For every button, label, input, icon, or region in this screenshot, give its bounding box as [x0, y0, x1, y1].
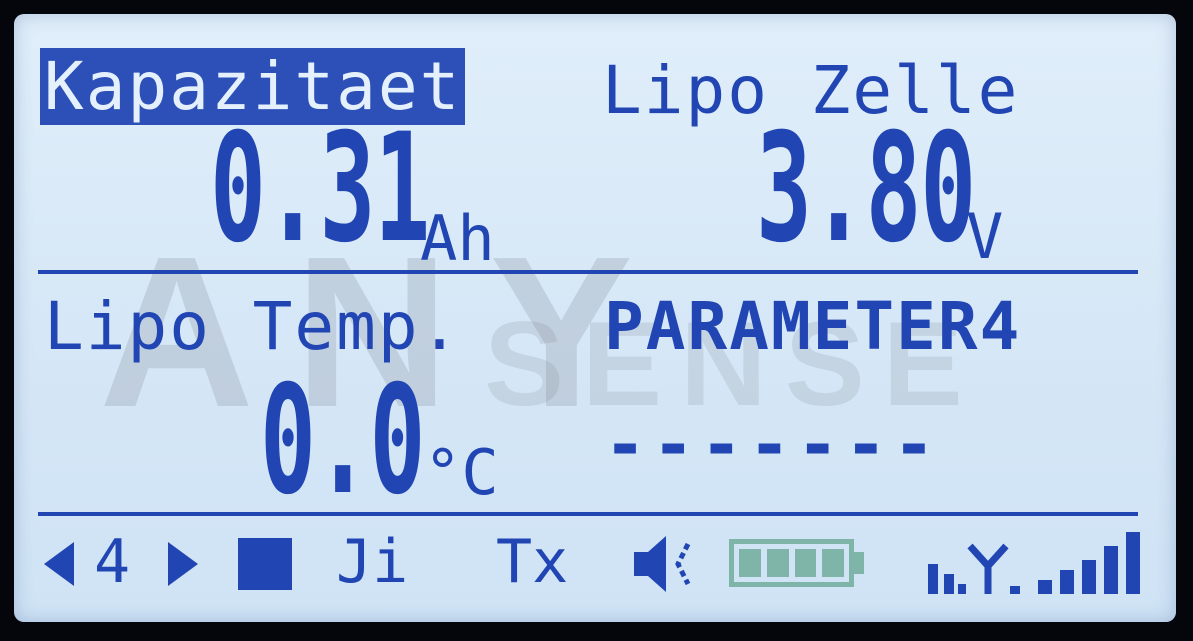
capacity-label-text: Kapazitaet: [40, 48, 466, 125]
battery-cell: [766, 549, 789, 577]
cell-voltage-label: Lipo Zelle: [602, 52, 1020, 129]
capacity-label: Kapazitaet: [40, 48, 466, 125]
parameter4-label: PARAMETER4: [604, 288, 1022, 365]
arrow-left-icon[interactable]: [38, 538, 78, 590]
stop-square-icon[interactable]: [236, 536, 296, 592]
divider-bottom: [38, 512, 1138, 516]
signal-bars-icon: [1038, 532, 1140, 594]
tx-label: Tx: [496, 527, 569, 597]
mode-label: Ji: [336, 527, 409, 597]
battery-tip: [854, 552, 864, 574]
cell-voltage-unit: V: [966, 200, 1004, 273]
lcd-screen: ANY SENSE Kapazitaet 0.31 Ah Lipo Zelle …: [14, 14, 1176, 622]
antenna-icon: [928, 543, 1020, 594]
page-number: 4: [94, 527, 131, 597]
capacity-value: 0.31: [210, 102, 430, 276]
parameter4-value: -------: [604, 404, 942, 486]
cell-voltage-value: 3.80: [756, 102, 976, 276]
battery-cell: [794, 549, 817, 577]
battery-cell: [822, 549, 844, 577]
arrow-right-icon[interactable]: [164, 538, 204, 590]
divider-top: [38, 270, 1138, 274]
temperature-value: 0.0: [260, 354, 426, 528]
battery-cell: [739, 549, 761, 577]
temperature-unit: °C: [424, 436, 499, 509]
capacity-unit: Ah: [420, 202, 495, 275]
speaker-muted-icon[interactable]: [630, 534, 710, 594]
temperature-label: Lipo Temp.: [44, 288, 462, 365]
battery-icon: [729, 539, 854, 587]
